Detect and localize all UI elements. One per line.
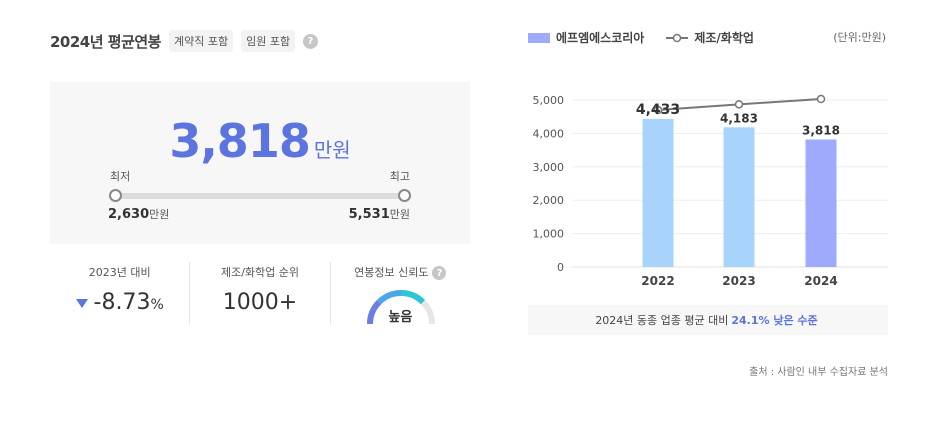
yoy-percent-sign: % [150, 297, 164, 313]
legend-industry-label: 제조/화학업 [694, 31, 754, 45]
min-salary: 2,630만원 [108, 206, 169, 222]
reliability-value: 높음 [388, 310, 413, 325]
comparison-highlight: 24.1% 낮은 수준 [731, 314, 818, 327]
gauge-fill-segment [400, 290, 425, 305]
legend-line-swatch [666, 33, 689, 42]
rank-value: 1000+ [222, 290, 298, 315]
y-tick-label: 2,000 [533, 194, 565, 207]
bar [805, 139, 837, 267]
comparison-prefix: 2024년 동종 업종 평균 대비 [595, 314, 729, 327]
industry-point [653, 105, 663, 115]
page-title: 2024년 평균연봉 [50, 32, 161, 51]
gauge-fill-segment [366, 299, 381, 325]
rank-label: 제조/화학업 순위 [220, 266, 300, 279]
reliability-help-icon[interactable]: ? [432, 266, 447, 280]
max-salary: 5,531만원 [349, 206, 410, 222]
yoy-number: -8.73 [93, 290, 151, 315]
reliability-label: 연봉정보 신뢰도 [354, 266, 429, 279]
bar-data-label: 4,433 [636, 102, 680, 118]
average-salary-unit: 만원 [313, 138, 351, 162]
comparison-note: 2024년 동종 업종 평균 대비 24.1% 낮은 수준 [528, 305, 888, 335]
legend-company-label: 에프엠에스코리아 [556, 31, 645, 45]
range-min-handle [109, 189, 122, 202]
max-salary-unit: 만원 [389, 208, 410, 221]
chart-unit-note: (단위:만원) [833, 31, 886, 44]
industry-point [816, 94, 826, 104]
legend-bar-swatch [528, 32, 550, 43]
y-tick-label: 0 [557, 261, 564, 274]
y-tick-label: 5,000 [533, 94, 565, 107]
bar-data-label: 3,818 [802, 123, 840, 137]
reliability-label-row: 연봉정보 신뢰도? [331, 264, 470, 280]
bar [642, 118, 674, 267]
min-salary-unit: 만원 [149, 208, 170, 221]
help-icon[interactable]: ? [303, 33, 319, 49]
reliability-stat: 연봉정보 신뢰도? 높음 [329, 262, 470, 325]
max-label: 최고 [389, 170, 410, 183]
min-salary-value: 2,630 [108, 207, 150, 222]
x-tick-label: 2023 [722, 274, 755, 288]
reliability-gauge [366, 290, 435, 325]
range-max-handle [398, 189, 411, 202]
max-salary-value: 5,531 [348, 207, 390, 222]
x-tick-label: 2024 [804, 274, 837, 288]
y-tick-label: 3,000 [533, 161, 565, 174]
tag-contract: 계약직 포함 [168, 30, 234, 52]
gauge-fill-segment [376, 290, 401, 305]
tag-executive: 임원 포함 [241, 30, 296, 52]
title-row: 2024년 평균연봉 계약직 포함 임원 포함 ? [50, 30, 319, 52]
average-salary-value: 3,818 [169, 114, 311, 168]
source-note: 출처 : 사람인 내부 수집자료 분석 [749, 367, 888, 378]
down-triangle-icon [75, 298, 88, 308]
average-salary: 3,818 만원 [50, 114, 470, 168]
bar-data-label: 4,183 [720, 111, 758, 125]
salary-summary-box: 3,818 만원 최저 최고 2,630만원 5,531만원 [50, 82, 470, 244]
y-tick-label: 4,000 [533, 127, 565, 140]
salary-bar-chart: 0 1,000 2,000 3,000 4,000 5,000 4,433 4,183 3,81… [533, 94, 888, 288]
yoy-stat: 2023년 대비 -8.73% [50, 262, 189, 324]
stats-row: 2023년 대비 -8.73% 제조/화학업 순위 1000+ 연봉정보 신뢰도… [50, 262, 470, 325]
y-tick-label: 1,000 [533, 228, 565, 241]
yoy-label: 2023년 대비 [88, 266, 151, 279]
salary-range-track [115, 193, 405, 199]
bar [723, 127, 755, 267]
yoy-value: -8.73% [50, 290, 189, 315]
x-tick-label: 2022 [641, 274, 674, 288]
rank-stat: 제조/화학업 순위 1000+ [189, 262, 329, 324]
chart-legend: 에프엠에스코리아 제조/화학업 [528, 29, 754, 46]
industry-point [734, 100, 744, 109]
min-label: 최저 [110, 170, 131, 183]
